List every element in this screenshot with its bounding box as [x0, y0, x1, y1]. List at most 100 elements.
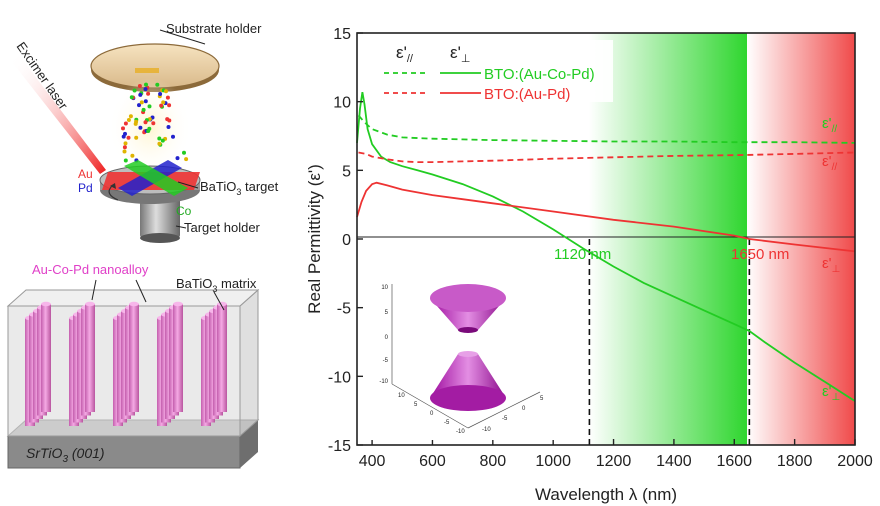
- pd-label: Pd: [78, 181, 93, 195]
- legend-header-par: ε'//: [396, 43, 414, 65]
- series-line: [357, 114, 856, 144]
- legend-header-perp: ε'⊥: [450, 43, 470, 65]
- curve-label-green-perp-sub: ⊥: [832, 392, 841, 403]
- x-tick-label: 1600: [716, 453, 752, 470]
- particle: [138, 125, 143, 130]
- particle: [167, 103, 172, 108]
- particle: [122, 149, 127, 154]
- matrix-leader: [213, 291, 225, 311]
- matrix-top-face: [6, 289, 260, 307]
- nanopillar-cap: [85, 301, 95, 307]
- nanopillar: [41, 304, 51, 412]
- target-holder-shaft: [140, 196, 180, 238]
- series-layer: [356, 91, 856, 402]
- legend-header-perp-main: ε': [450, 43, 461, 62]
- particle: [134, 119, 139, 124]
- particle: [144, 82, 148, 87]
- particle-cloud: [121, 82, 189, 163]
- series-line: [356, 181, 856, 253]
- particle: [166, 125, 171, 129]
- target-assembly: [99, 160, 201, 243]
- particle: [159, 103, 164, 108]
- inset-x-tick-2: 0: [430, 411, 434, 417]
- substrate-holder-label: Substrate holder: [166, 21, 262, 36]
- inset-x-tick-0: 10: [398, 393, 405, 399]
- legend-entry-au-pd: BTO:(Au-Pd): [484, 86, 570, 103]
- particle: [143, 87, 148, 92]
- particle: [137, 103, 141, 108]
- particle: [161, 100, 166, 105]
- particle: [139, 100, 144, 105]
- particle: [184, 157, 189, 162]
- particle: [138, 92, 143, 97]
- target-leader-line: [177, 181, 199, 189]
- y-tick-label: 0: [342, 232, 351, 249]
- particle: [123, 131, 127, 136]
- inset-z-tick-4: -10: [379, 379, 388, 385]
- particle: [128, 114, 133, 119]
- x-tick-label: 600: [419, 453, 446, 470]
- legend-header-par-sub: //: [407, 53, 414, 65]
- particle: [157, 141, 162, 146]
- substrate-label: SrTiO3 (001): [26, 445, 105, 465]
- x-tick-label: 2000: [837, 453, 873, 470]
- nanopillar: [217, 304, 227, 412]
- particle: [132, 88, 137, 93]
- legend-entry-au-co-pd: BTO:(Au-Co-Pd): [484, 66, 595, 83]
- inset-z-tick-2: 0: [385, 335, 389, 341]
- inset-x-tick-1: 5: [414, 402, 418, 408]
- excimer-laser-label: Excimer laser: [14, 39, 72, 113]
- particle: [123, 158, 128, 163]
- y-tick-label: -15: [328, 438, 351, 455]
- target-label-sub: 3: [236, 187, 241, 197]
- nanopillar: [85, 304, 95, 412]
- inset-y-axis: [467, 391, 541, 429]
- legend-header-par-main: ε': [396, 43, 407, 62]
- nanoalloy-label: Au-Co-Pd nanoalloy: [32, 262, 149, 277]
- series-line: [356, 91, 856, 402]
- y-tick-label: 5: [342, 163, 351, 180]
- particle: [157, 136, 162, 141]
- particle: [126, 135, 131, 140]
- co-target-strip: [124, 160, 188, 196]
- y-tick-label: -5: [337, 301, 351, 318]
- particle: [143, 99, 148, 104]
- x-tick-label: 400: [359, 453, 386, 470]
- y-tick-label: 10: [333, 95, 351, 112]
- substrate-label-sub: 3: [62, 454, 68, 465]
- nanopillar-array: [25, 301, 227, 426]
- nanopillar: [129, 304, 139, 412]
- laser-beam: [12, 55, 106, 174]
- curve-label-red-perp-main: ε': [822, 255, 832, 272]
- crossing-markers: [588, 239, 751, 445]
- inset-x-tick-3: -5: [444, 420, 450, 426]
- inset-x-tick-4: -10: [456, 429, 465, 435]
- x-tick-label: 1400: [656, 453, 692, 470]
- nanopillar-cap: [41, 301, 51, 307]
- permittivity-chart: 400 600 800 1000 1200 1400 1600 1800 2000-15-10-…: [305, 26, 873, 504]
- substrate-sample-icon: [135, 68, 159, 73]
- target-label-suffix: target: [241, 179, 278, 194]
- particle: [123, 121, 128, 126]
- matrix-label-sub: 3: [212, 284, 217, 294]
- y-axis-label: Real Permittivity (ε'): [305, 164, 324, 314]
- matrix-label-main: BaTiO: [176, 276, 212, 291]
- nanopillar: [173, 304, 183, 412]
- y-tick-label: 15: [333, 26, 351, 43]
- nanoalloy-leader-2: [135, 279, 147, 303]
- inset-z-tick-3: -5: [383, 358, 389, 364]
- crossing-label-1650: 1650 nm: [731, 246, 789, 263]
- inset-z-tick-1: 5: [385, 310, 389, 316]
- target-label: BaTiO3 target: [200, 179, 279, 197]
- particle: [126, 118, 131, 122]
- green-shade-region: [589, 33, 747, 445]
- nanopillar-cap: [129, 301, 139, 307]
- inset-dispersion-plot: 10 5 0 -5 -10 10 5 0 -5 -10 5 0 -5 -10: [367, 272, 555, 440]
- substrate-label-main: SrTiO: [26, 445, 63, 461]
- curve-label-red-par-main: ε': [822, 153, 832, 170]
- particle: [151, 121, 156, 126]
- legend-box: [381, 40, 613, 102]
- particle: [130, 153, 135, 158]
- matrix-side-face: [239, 288, 259, 438]
- particle: [147, 104, 152, 109]
